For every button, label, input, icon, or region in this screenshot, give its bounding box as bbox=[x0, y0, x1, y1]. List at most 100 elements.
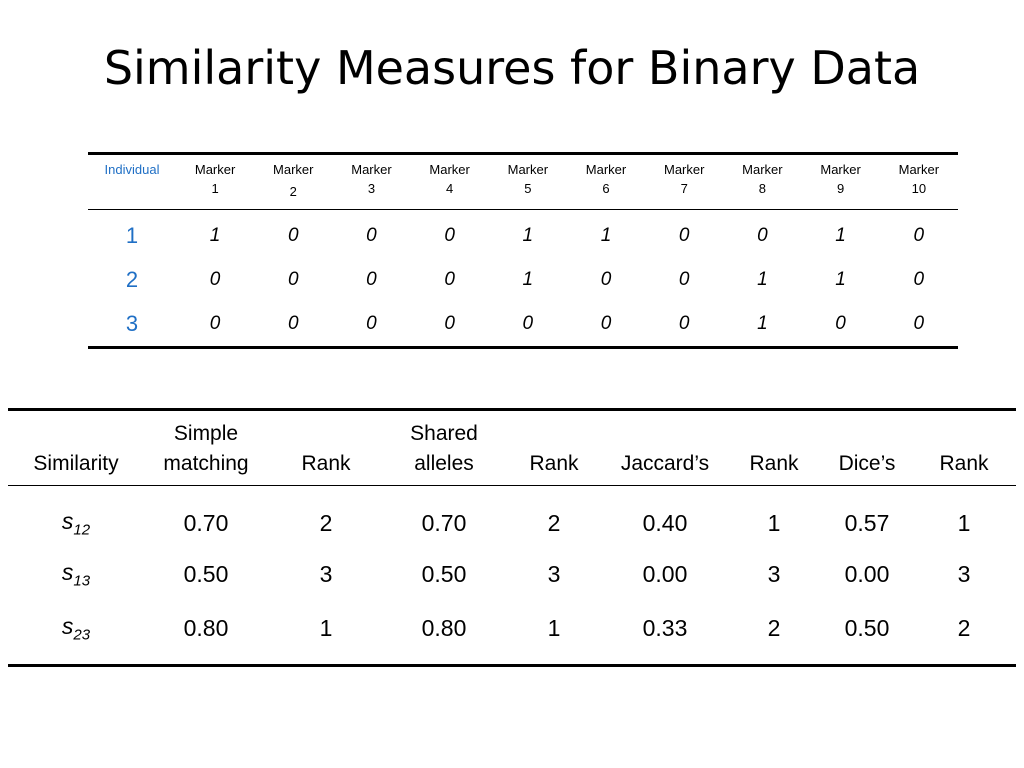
symbol-letter: s bbox=[61, 558, 74, 585]
individual-row-3: 3 0 0 0 0 0 0 0 1 0 0 bbox=[88, 302, 958, 348]
marker-value: 1 bbox=[209, 225, 221, 246]
marker-header-6: Marker 6 bbox=[567, 154, 645, 210]
marker-number: 7 bbox=[680, 181, 688, 196]
simple-matching-value: 0.70 bbox=[183, 509, 229, 536]
simple-rank-value: 2 bbox=[319, 509, 333, 536]
simple-matching-value: 0.50 bbox=[183, 560, 229, 587]
marker-header-2: Marker 2 bbox=[254, 154, 332, 210]
simple-matching-value: 0.80 bbox=[183, 614, 229, 641]
similarity-table: Similarity Simple matching Rank Shared all… bbox=[8, 408, 1016, 667]
marker-word: Marker bbox=[351, 162, 392, 177]
jaccard-rank-value: 1 bbox=[767, 509, 781, 536]
marker-value: 0 bbox=[913, 313, 925, 334]
rank-header: Rank bbox=[939, 452, 989, 475]
marker-value: 1 bbox=[600, 225, 612, 246]
marker-header-4: Marker 4 bbox=[411, 154, 489, 210]
shared-rank-value: 1 bbox=[547, 614, 561, 641]
jaccard-value: 0.33 bbox=[642, 614, 688, 641]
marker-value: 1 bbox=[522, 269, 534, 290]
marker-word: Marker bbox=[429, 162, 470, 177]
marker-word: Marker bbox=[585, 162, 627, 177]
shared-line2: alleles bbox=[414, 452, 474, 475]
individual-row-2: 2 0 0 0 0 1 0 0 1 1 0 bbox=[88, 258, 958, 302]
marker-number: 3 bbox=[367, 181, 376, 196]
marker-value: 0 bbox=[444, 225, 455, 246]
dice-rank-value: 1 bbox=[957, 509, 971, 536]
similarity-row-s23: s23 0.80 1 0.80 1 0.33 2 0.50 2 bbox=[8, 592, 1016, 666]
rank-header: Rank bbox=[301, 452, 351, 475]
marker-value: 0 bbox=[678, 313, 690, 334]
similarity-row-s12: s12 0.70 2 0.70 2 0.40 1 0.57 1 bbox=[8, 486, 1016, 557]
marker-word: Marker bbox=[507, 162, 549, 177]
jaccard-rank-value: 2 bbox=[767, 614, 781, 641]
jaccard-value: 0.40 bbox=[642, 509, 688, 536]
marker-word: Marker bbox=[273, 162, 314, 177]
similarity-header-row: Similarity Simple matching Rank Shared all… bbox=[8, 409, 1016, 486]
marker-header-3: Marker 3 bbox=[332, 154, 410, 210]
marker-header-9: Marker 9 bbox=[802, 154, 880, 210]
marker-number: 1 bbox=[211, 181, 219, 196]
marker-header-8: Marker 8 bbox=[723, 154, 801, 210]
marker-header-row: Individual Marker 1 Marker 2 Marker 3 Marke… bbox=[88, 153, 958, 210]
marker-word: Marker bbox=[194, 162, 236, 177]
marker-value: 0 bbox=[209, 313, 221, 334]
marker-value: 1 bbox=[757, 269, 768, 290]
individual-id: 2 bbox=[125, 267, 139, 292]
symbol-letter: s bbox=[61, 612, 74, 639]
marker-value: 1 bbox=[835, 269, 846, 290]
marker-value: 0 bbox=[287, 225, 299, 246]
similarity-symbol: s13 bbox=[8, 556, 144, 592]
marker-table: Individual Marker 1 Marker 2 Marker 3 Marke… bbox=[88, 152, 958, 349]
marker-value: 0 bbox=[757, 225, 768, 246]
jaccard-rank-value: 3 bbox=[767, 560, 781, 587]
jaccard-header: Jaccard’s bbox=[620, 452, 710, 475]
symbol-letter: s bbox=[61, 507, 74, 534]
marker-value: 0 bbox=[366, 313, 377, 334]
marker-header-7: Marker 7 bbox=[645, 154, 723, 210]
marker-value: 0 bbox=[444, 313, 455, 334]
rank-header: Rank bbox=[749, 452, 799, 475]
individual-header: Individual bbox=[104, 162, 160, 177]
shared-rank-value: 2 bbox=[547, 509, 561, 536]
individual-row-1: 1 1 0 0 0 1 1 0 0 1 0 bbox=[88, 210, 958, 259]
marker-header-10: Marker 10 bbox=[880, 154, 958, 210]
simple-line1: Simple bbox=[173, 422, 239, 445]
simple-rank-value: 3 bbox=[319, 560, 333, 587]
simple-rank-value: 1 bbox=[319, 614, 333, 641]
dice-rank-value: 2 bbox=[957, 614, 971, 641]
marker-number: 6 bbox=[602, 181, 610, 196]
individual-id: 3 bbox=[125, 311, 139, 336]
slide-title: Similarity Measures for Binary Data bbox=[103, 41, 921, 95]
rank-header: Rank bbox=[529, 452, 579, 475]
marker-value: 0 bbox=[209, 269, 221, 290]
dice-value: 0.50 bbox=[844, 614, 890, 641]
marker-value: 0 bbox=[366, 269, 377, 290]
marker-number: 5 bbox=[524, 181, 532, 196]
similarity-row-s13: s13 0.50 3 0.50 3 0.00 3 0.00 3 bbox=[8, 556, 1016, 592]
marker-value: 0 bbox=[522, 313, 534, 334]
marker-value: 0 bbox=[913, 269, 925, 290]
marker-number: 8 bbox=[758, 181, 767, 196]
jaccard-value: 0.00 bbox=[642, 560, 688, 587]
marker-number: 2 bbox=[289, 184, 297, 199]
marker-value: 0 bbox=[678, 269, 690, 290]
dice-value: 0.00 bbox=[844, 560, 890, 587]
symbol-subscript: 13 bbox=[73, 572, 91, 590]
marker-value: 1 bbox=[522, 225, 534, 246]
similarity-header: Similarity bbox=[33, 452, 119, 475]
symbol-subscript: 23 bbox=[73, 626, 91, 644]
marker-number: 9 bbox=[836, 181, 845, 196]
marker-word: Marker bbox=[820, 162, 861, 177]
shared-alleles-value: 0.70 bbox=[421, 509, 467, 536]
dice-rank-value: 3 bbox=[957, 560, 971, 587]
shared-alleles-value: 0.80 bbox=[421, 614, 467, 641]
marker-word: Marker bbox=[898, 162, 940, 177]
shared-alleles-value: 0.50 bbox=[421, 560, 467, 587]
marker-header-1: Marker 1 bbox=[176, 154, 254, 210]
marker-value: 0 bbox=[444, 269, 455, 290]
dice-value: 0.57 bbox=[844, 509, 890, 536]
simple-matching-header: Simple matching bbox=[144, 410, 268, 486]
marker-value: 1 bbox=[757, 313, 768, 334]
marker-value: 0 bbox=[287, 313, 299, 334]
marker-word: Marker bbox=[663, 162, 705, 177]
